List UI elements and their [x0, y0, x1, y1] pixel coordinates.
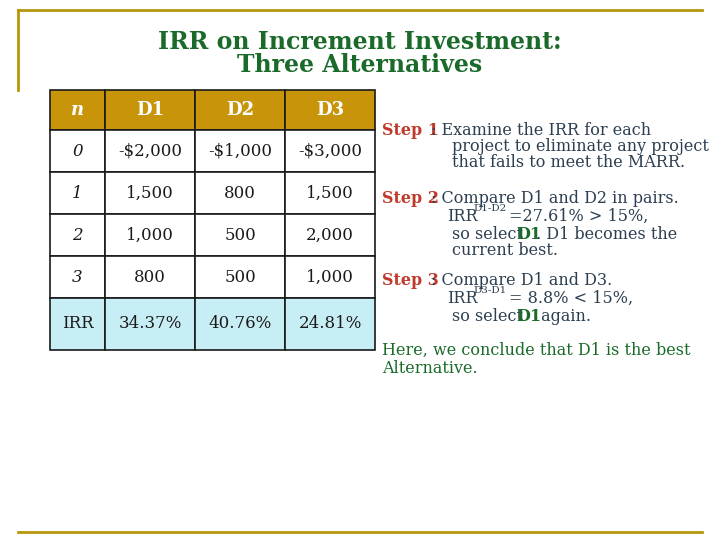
Text: 0: 0 [72, 143, 83, 159]
Text: 1,500: 1,500 [126, 185, 174, 201]
Text: Here, we conclude that D1 is the best: Here, we conclude that D1 is the best [382, 342, 690, 359]
Text: 3: 3 [72, 268, 83, 286]
Text: n: n [71, 101, 84, 119]
Bar [285, 214, 375, 256]
Bar [285, 90, 375, 130]
Text: IRR: IRR [447, 290, 477, 307]
Bar [195, 214, 285, 256]
Text: 2,000: 2,000 [306, 226, 354, 244]
Text: project to eliminate any project: project to eliminate any project [452, 138, 709, 155]
Text: 1,500: 1,500 [306, 185, 354, 201]
Text: : Compare D1 and D3.: : Compare D1 and D3. [431, 272, 612, 289]
Bar [195, 256, 285, 298]
Text: : Compare D1 and D2 in pairs.: : Compare D1 and D2 in pairs. [431, 190, 679, 207]
Text: Step 1: Step 1 [382, 122, 439, 139]
Text: . D1 becomes the: . D1 becomes the [536, 226, 678, 243]
Text: -$1,000: -$1,000 [208, 143, 272, 159]
Text: Three Alternatives: Three Alternatives [238, 53, 482, 77]
Bar [195, 90, 285, 130]
Text: = 8.8% < 15%,: = 8.8% < 15%, [509, 290, 633, 307]
Text: D1: D1 [516, 226, 541, 243]
Text: D2: D2 [226, 101, 254, 119]
Text: 40.76%: 40.76% [208, 315, 271, 333]
Text: -$2,000: -$2,000 [118, 143, 182, 159]
Text: D1: D1 [516, 308, 541, 325]
Bar [285, 172, 375, 214]
Bar [50, 214, 105, 256]
Text: that fails to meet the MARR.: that fails to meet the MARR. [452, 154, 685, 171]
Bar [285, 298, 375, 350]
Text: 34.37%: 34.37% [118, 315, 181, 333]
Bar [105, 90, 195, 130]
Bar [285, 256, 375, 298]
Text: : Examine the IRR for each: : Examine the IRR for each [431, 122, 651, 139]
Bar [105, 298, 195, 350]
Text: D1-D2: D1-D2 [473, 204, 506, 213]
Text: -$3,000: -$3,000 [298, 143, 362, 159]
Text: IRR on Increment Investment:: IRR on Increment Investment: [158, 30, 562, 54]
Text: 800: 800 [134, 268, 166, 286]
Bar [105, 172, 195, 214]
Text: Step 2: Step 2 [382, 190, 439, 207]
Text: =27.61% > 15%,: =27.61% > 15%, [509, 208, 649, 225]
Bar [195, 298, 285, 350]
Bar [105, 256, 195, 298]
Text: current best.: current best. [452, 242, 558, 259]
Bar [50, 256, 105, 298]
Text: 500: 500 [224, 268, 256, 286]
Bar [50, 90, 105, 130]
Bar [105, 214, 195, 256]
Text: D3: D3 [316, 101, 344, 119]
Bar [50, 172, 105, 214]
Bar [50, 298, 105, 350]
Text: D1: D1 [136, 101, 164, 119]
Text: D3-D1: D3-D1 [473, 286, 506, 295]
Text: 1,000: 1,000 [306, 268, 354, 286]
Text: 1,000: 1,000 [126, 226, 174, 244]
Text: IRR: IRR [447, 208, 477, 225]
Text: 24.81%: 24.81% [298, 315, 361, 333]
Bar [105, 130, 195, 172]
Text: so select: so select [452, 226, 528, 243]
Bar [195, 130, 285, 172]
Bar [195, 172, 285, 214]
Text: 800: 800 [224, 185, 256, 201]
Text: Alternative.: Alternative. [382, 360, 477, 377]
Text: 500: 500 [224, 226, 256, 244]
Bar [50, 130, 105, 172]
Text: Step 3: Step 3 [382, 272, 438, 289]
Text: again.: again. [536, 308, 591, 325]
Bar [285, 130, 375, 172]
Text: IRR: IRR [62, 315, 94, 333]
Text: 2: 2 [72, 226, 83, 244]
Text: 1: 1 [72, 185, 83, 201]
Text: so select: so select [452, 308, 528, 325]
